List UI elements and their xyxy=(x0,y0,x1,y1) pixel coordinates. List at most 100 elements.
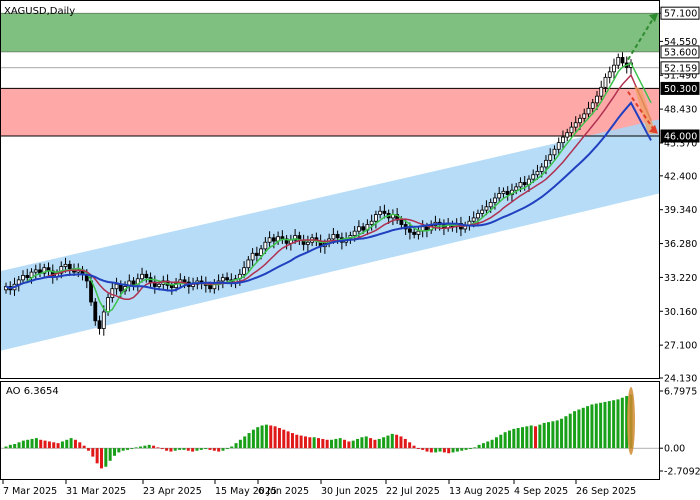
ao-bar xyxy=(260,425,264,449)
ao-bar xyxy=(43,440,47,449)
ao-bar xyxy=(34,438,38,449)
ao-bar xyxy=(620,397,624,449)
candle xyxy=(220,273,225,289)
ao-bar xyxy=(542,422,546,449)
ao-bar xyxy=(82,445,86,449)
price-marker-box xyxy=(660,6,700,20)
ao-highlight xyxy=(627,387,635,455)
ao-bar xyxy=(564,416,568,449)
ao-bar xyxy=(616,399,620,449)
ao-bar xyxy=(78,442,82,449)
ao-bar xyxy=(590,404,594,449)
candle xyxy=(131,277,136,291)
ao-bar xyxy=(330,439,334,449)
ao-bar xyxy=(86,448,90,451)
ao-bar xyxy=(147,444,151,449)
ao-bar xyxy=(386,435,390,449)
candle xyxy=(505,186,510,201)
ao-bar xyxy=(143,445,147,449)
ao-bar xyxy=(21,440,25,449)
ao-bar xyxy=(481,443,485,449)
ao-bar xyxy=(373,439,377,449)
ao-bar xyxy=(473,447,477,449)
ao-bar xyxy=(573,411,577,449)
ao-tick-label: -2.7092 xyxy=(664,467,700,478)
ao-bar xyxy=(8,444,12,449)
ao-bar xyxy=(178,448,182,450)
ao-bar xyxy=(560,418,564,449)
ao-bar xyxy=(403,438,407,449)
candle xyxy=(599,80,604,101)
ao-bar xyxy=(468,448,472,450)
candle xyxy=(110,283,115,303)
ao-bar xyxy=(247,433,251,449)
ao-bar xyxy=(69,438,73,449)
ao-bar xyxy=(130,448,134,450)
ao-bar xyxy=(547,422,551,449)
ao-bar xyxy=(451,448,455,453)
ao-bar xyxy=(490,439,494,449)
ao-bar xyxy=(30,438,34,449)
ao-bar xyxy=(551,421,555,449)
price-marker-box xyxy=(660,61,700,75)
ao-bar xyxy=(47,441,51,449)
ao-bar xyxy=(221,448,225,451)
candle xyxy=(369,214,374,231)
ao-tick-label: 0.00 xyxy=(664,444,685,455)
symbol-label: XAGUSD,Daily xyxy=(4,6,75,17)
candle xyxy=(590,98,595,115)
candle xyxy=(573,116,578,134)
ao-bar xyxy=(529,425,533,449)
ao-bar xyxy=(581,407,585,449)
x-tick-label: 7 Mar 2025 xyxy=(3,486,57,497)
ao-tick-label: 6.7975 xyxy=(664,387,697,398)
candle xyxy=(565,128,570,141)
ao-bar xyxy=(73,439,77,449)
ao-bar xyxy=(356,438,360,449)
ao-bar xyxy=(230,446,234,449)
ao-bar xyxy=(612,400,616,449)
ao-bar xyxy=(395,434,399,449)
ma-red xyxy=(5,73,652,300)
candle xyxy=(67,260,72,276)
ao-bar xyxy=(382,437,386,449)
ao-bar xyxy=(399,436,403,449)
price-pane: XAGUSD,Daily xyxy=(0,0,660,379)
candle xyxy=(612,58,616,80)
ma-blue xyxy=(5,101,652,292)
ao-bar xyxy=(594,403,598,449)
ao-bar xyxy=(195,448,199,451)
time-axis: 7 Mar 2025 31 Mar 2025 23 Apr 2025 15 May 2… xyxy=(2,480,636,497)
ao-bar xyxy=(113,448,117,456)
ao-bar xyxy=(494,437,498,449)
x-tick-label: 26 Sep 2025 xyxy=(576,486,636,497)
ao-bar xyxy=(199,448,203,450)
ao-bar xyxy=(182,448,186,450)
ao-bar xyxy=(126,448,130,450)
ao-bar xyxy=(104,448,108,467)
ao-bar xyxy=(65,439,69,449)
ao-bar xyxy=(317,438,320,449)
ao-bar xyxy=(108,448,112,461)
ao-bar xyxy=(238,439,242,449)
price-marker-label: 57.100 xyxy=(664,9,697,20)
ao-bar xyxy=(212,448,216,451)
ao-bar xyxy=(117,448,121,453)
x-tick-label: 4 Sep 2025 xyxy=(514,486,568,497)
ao-bar xyxy=(139,446,143,449)
ao-axis: 6.7975 0.00 -2.7092 xyxy=(659,387,700,478)
ao-bar xyxy=(429,448,433,453)
ao-bar xyxy=(347,441,351,449)
ao-bar xyxy=(434,448,438,453)
candle xyxy=(250,248,255,267)
ao-bar xyxy=(503,432,507,449)
ao-bar xyxy=(568,413,572,449)
candle xyxy=(382,204,387,219)
ao-bar xyxy=(377,438,381,449)
ao-bar xyxy=(208,448,212,450)
ao-bar xyxy=(412,445,416,449)
price-axis: 57.100 54.550 51.490 48.430 45.370 42.400 39.3… xyxy=(659,6,700,385)
ao-bar xyxy=(269,425,273,449)
x-tick-label: 22 Jul 2025 xyxy=(386,486,440,497)
y-tick-label: 51.490 xyxy=(664,71,697,82)
